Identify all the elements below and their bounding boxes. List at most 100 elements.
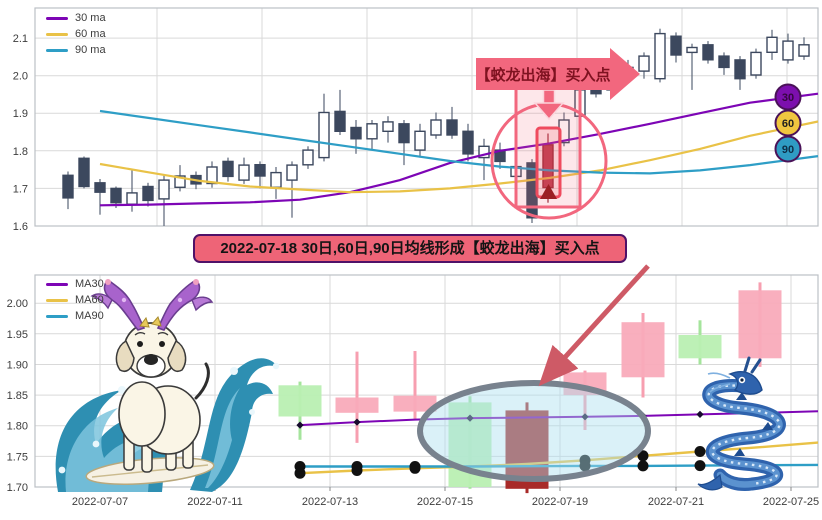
candle-body <box>678 335 722 359</box>
y-axis-tick-label: 2.1 <box>13 33 28 45</box>
x-axis-tick-label: 2022-07-13 <box>302 496 358 508</box>
y-axis-tick-label: 2.00 <box>7 298 28 310</box>
candle-body <box>302 149 314 166</box>
plot-border <box>34 7 819 227</box>
legend-swatch <box>46 33 68 36</box>
ma-marker <box>409 461 421 472</box>
ma-line-MA60 <box>299 441 819 475</box>
candle-body <box>238 164 250 181</box>
legend-item: 60 ma <box>46 28 106 41</box>
buy-point-callout: 【蛟龙出海】买入点 <box>475 48 640 100</box>
callout-arrow-shape <box>476 48 640 100</box>
ma-marker <box>694 446 706 457</box>
legend-item: MA90 <box>46 310 104 323</box>
ma-marker <box>296 421 304 429</box>
ma-marker <box>581 413 589 421</box>
legend-swatch <box>46 315 68 318</box>
ma-badge-label: 90 <box>782 144 794 156</box>
candle-body <box>766 36 778 53</box>
candle-body <box>478 145 490 159</box>
ma-badge-circle <box>774 135 802 163</box>
legend-item: 30 ma <box>46 12 106 25</box>
candle-body <box>78 157 90 188</box>
ma-line-MA30 <box>299 410 819 427</box>
ma-marker <box>696 410 704 418</box>
candle-body <box>430 119 442 136</box>
candle-body <box>158 179 170 200</box>
candle-body <box>278 385 322 417</box>
x-axis-tick-label: 2022-07-21 <box>648 496 704 508</box>
candle-body <box>334 110 346 133</box>
y-axis-tick-label: 1.90 <box>7 360 28 372</box>
callout-label: 【蛟龙出海】买入点 <box>475 66 610 84</box>
ma-line-60ma <box>99 120 819 194</box>
x-axis-tick-label: 2022-07-11 <box>187 496 242 508</box>
bottom-chart-legend: MA30 MA60 MA90 <box>46 278 104 323</box>
candle-body <box>110 187 122 204</box>
candle-body <box>222 160 234 178</box>
candle-body <box>738 290 782 359</box>
legend-swatch <box>46 49 68 52</box>
legend-item: 90 ma <box>46 44 106 57</box>
legend-label: MA30 <box>75 278 104 290</box>
candle-body <box>142 185 154 202</box>
buy-triangle-marker <box>540 184 557 199</box>
pattern-ellipse-highlight <box>417 380 651 482</box>
candle-body <box>750 51 762 76</box>
candle-body <box>254 163 266 177</box>
candle-body <box>686 46 698 54</box>
y-axis-tick-label: 1.6 <box>13 221 28 233</box>
candle-body <box>462 130 474 155</box>
ma-marker <box>466 414 474 422</box>
candle-body <box>654 32 666 80</box>
plot-border <box>34 274 819 488</box>
buy-signal-banner: 2022-07-18 30日,60日,90日均线形成【蛟龙出海】买入点 <box>193 234 627 263</box>
x-axis-tick-label: 2022-07-19 <box>532 496 588 508</box>
ma-marker <box>353 418 361 426</box>
candle-body <box>702 44 714 61</box>
candle-body <box>94 182 106 193</box>
dog <box>115 322 210 473</box>
y-axis-tick-label: 1.8 <box>13 146 28 158</box>
candle-body <box>286 164 298 181</box>
legend-label: 30 ma <box>75 12 106 24</box>
candle-body <box>414 130 426 151</box>
y-axis-tick-label: 1.95 <box>7 329 28 341</box>
candle-body <box>718 55 730 69</box>
ma-marker <box>694 460 706 472</box>
candle-body <box>670 35 682 56</box>
y-axis-tick-label: 1.7 <box>13 183 28 195</box>
candle-body <box>62 174 74 199</box>
x-axis-tick-label: 2022-07-15 <box>417 496 473 508</box>
ma-marker <box>637 460 649 472</box>
candle-body <box>446 119 458 136</box>
buy-point-highlight <box>490 82 608 220</box>
x-axis-tick-label: 2022-07-25 <box>763 496 819 508</box>
legend-swatch <box>46 283 68 286</box>
ma-line-30ma <box>99 92 819 207</box>
legend-label: MA90 <box>75 310 104 322</box>
ma-marker <box>579 460 591 472</box>
top-chart-legend: 30 ma 60 ma 90 ma <box>46 12 106 57</box>
ma-line-90ma <box>99 109 819 175</box>
y-axis-tick-label: 1.80 <box>7 421 28 433</box>
dragon-horns <box>90 278 214 331</box>
candle-body <box>782 40 794 61</box>
legend-swatch <box>46 299 68 302</box>
candle-body <box>174 175 186 189</box>
legend-label: 90 ma <box>75 44 106 56</box>
legend-swatch <box>46 17 68 20</box>
candle-body <box>734 59 746 80</box>
ma-marker <box>294 461 306 472</box>
ma-marker <box>351 461 363 472</box>
surfing-dragon-dog-image <box>55 278 280 492</box>
candle-body <box>621 322 665 378</box>
legend-label: 60 ma <box>75 28 106 40</box>
dragon-head <box>728 371 763 395</box>
pattern-pointer-arrow <box>538 264 650 387</box>
candle-body <box>350 126 362 140</box>
blue-dragon-image <box>697 356 786 491</box>
